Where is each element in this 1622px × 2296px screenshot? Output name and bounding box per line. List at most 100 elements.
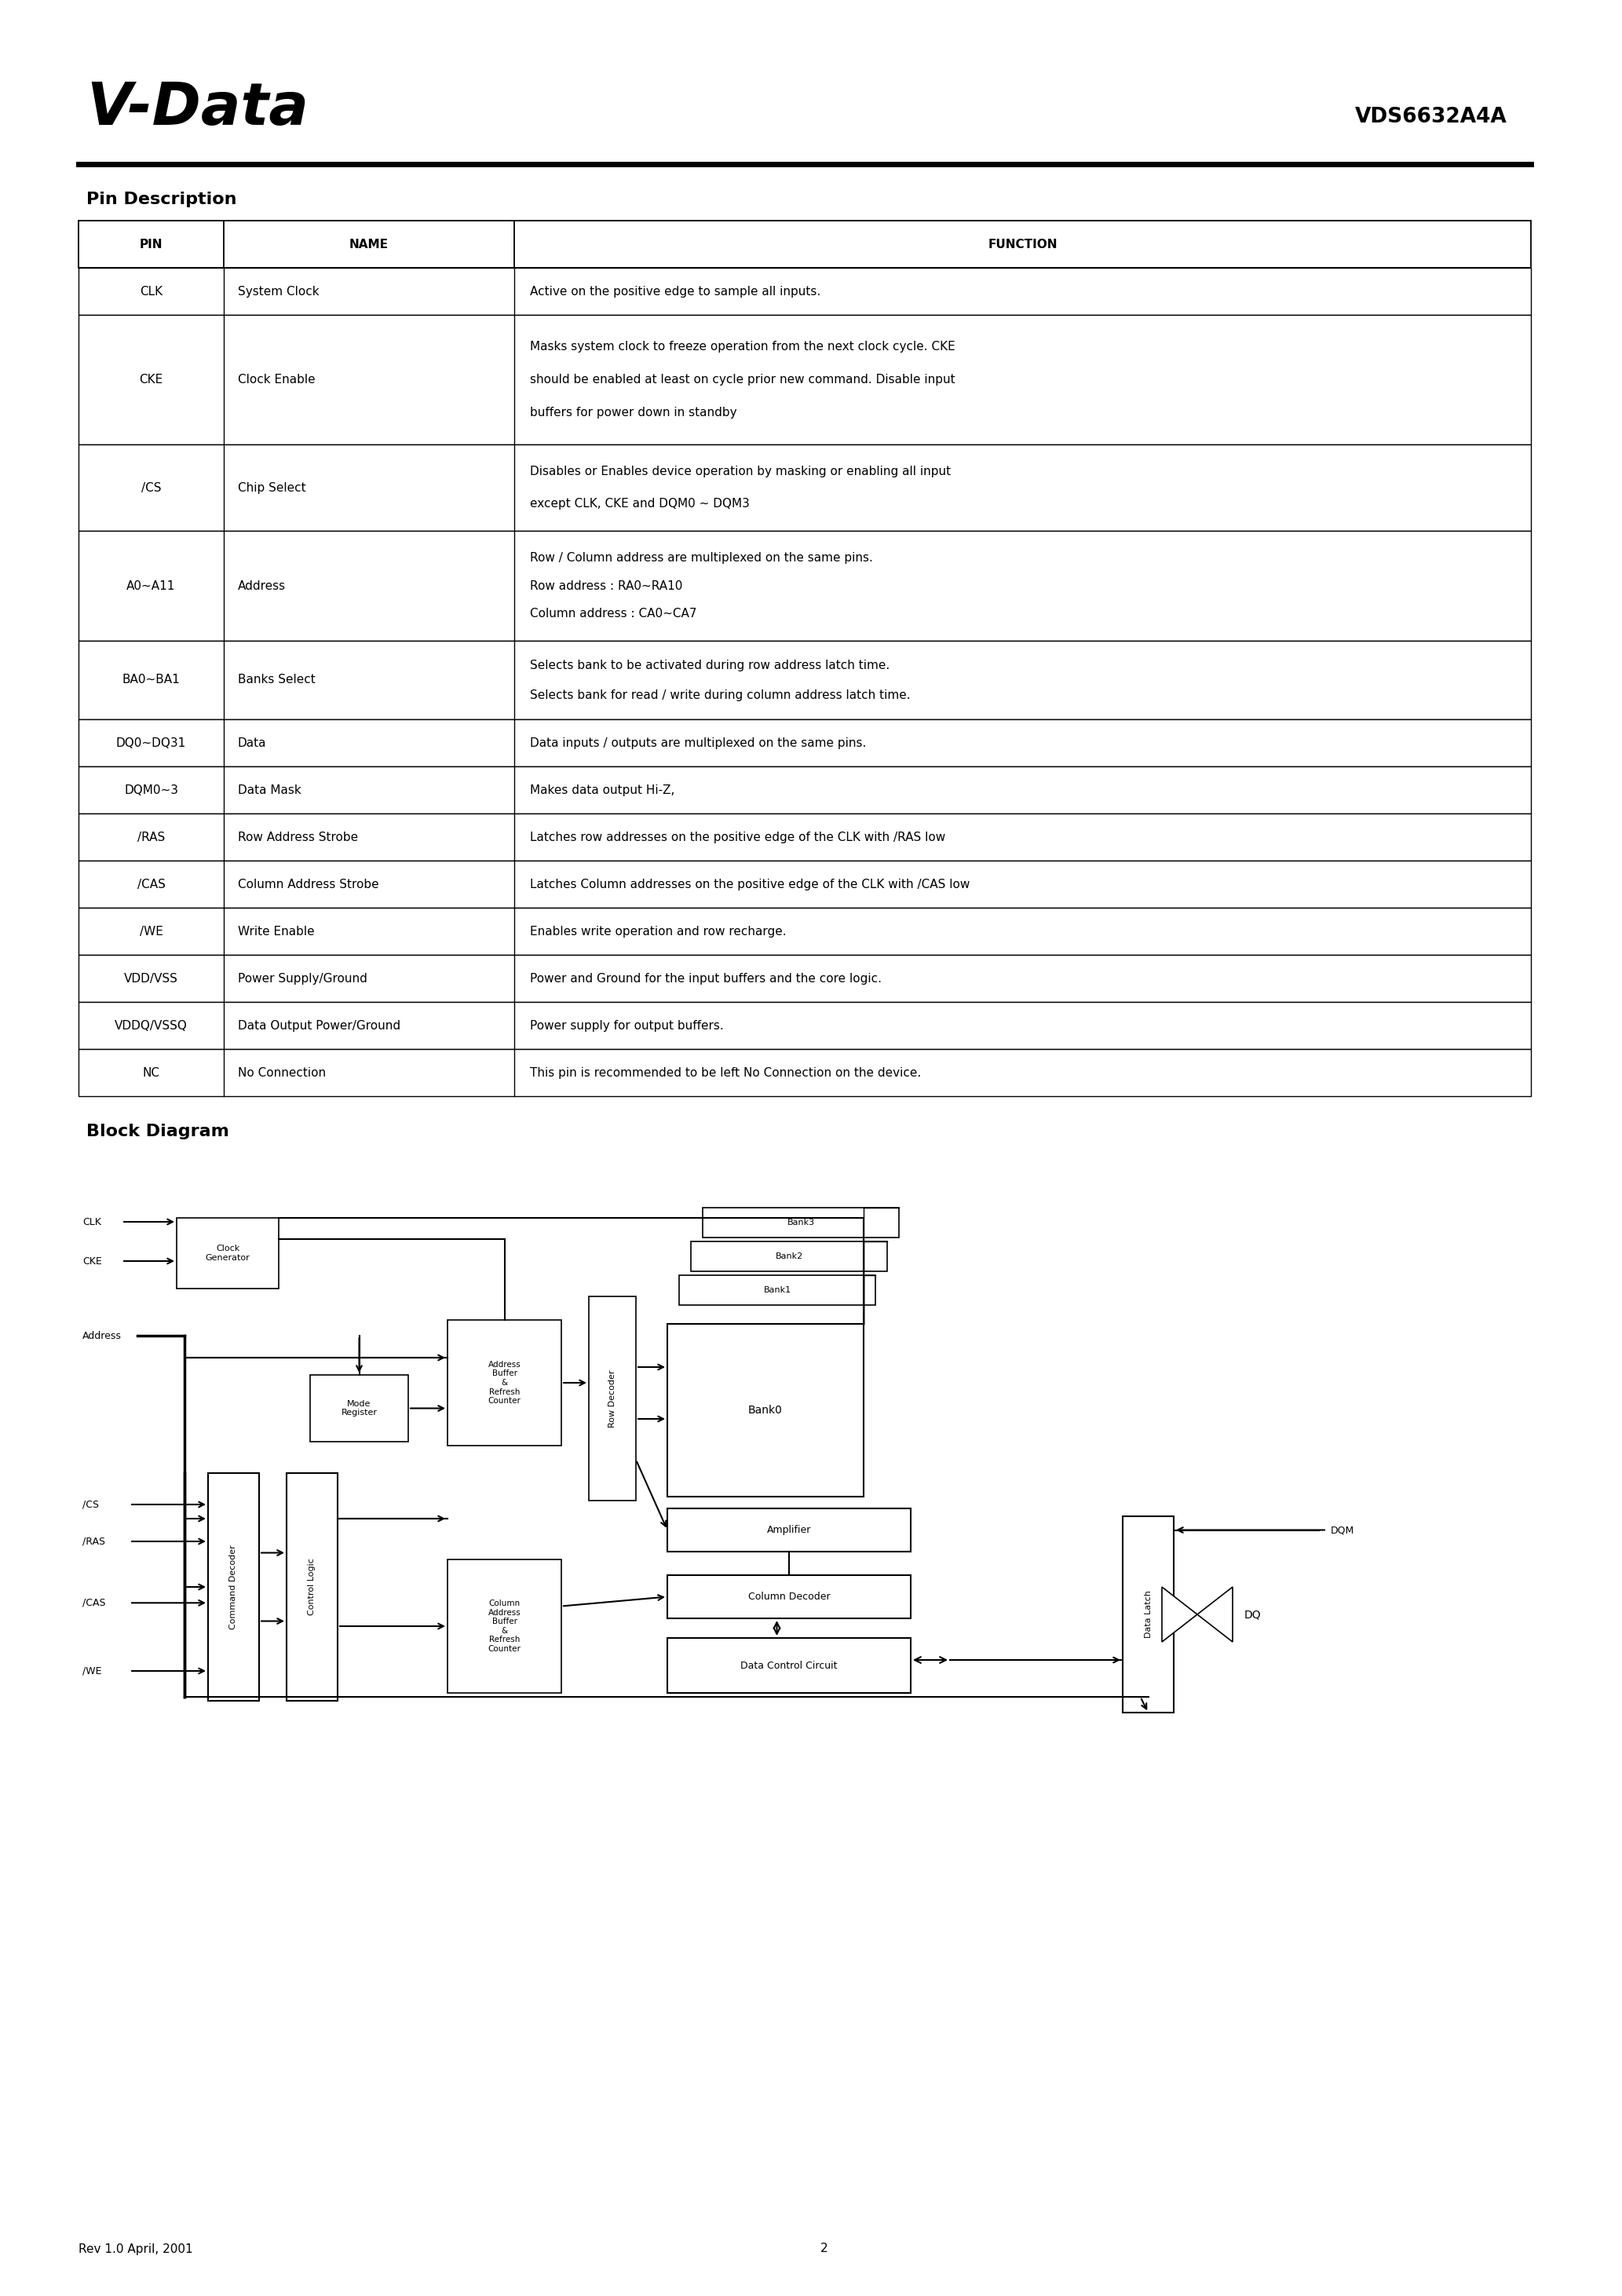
Bar	[78, 315, 1531, 445]
Bar	[589, 1297, 636, 1502]
Text: Selects bank to be activated during row address latch time.: Selects bank to be activated during row …	[530, 659, 890, 670]
Text: Amplifier: Amplifier	[767, 1525, 811, 1536]
Text: Active on the positive edge to sample all inputs.: Active on the positive edge to sample al…	[530, 285, 821, 296]
Bar	[448, 1559, 561, 1692]
Bar	[78, 861, 1531, 907]
Text: /CS: /CS	[141, 482, 161, 494]
Text: Data Mask: Data Mask	[238, 783, 302, 797]
Text: Power Supply/Ground: Power Supply/Ground	[238, 974, 367, 985]
Text: CKE: CKE	[83, 1256, 102, 1265]
Text: DQ: DQ	[1244, 1609, 1262, 1621]
Text: Write Enable: Write Enable	[238, 925, 315, 937]
Text: /CAS: /CAS	[83, 1598, 105, 1607]
Text: buffers for power down in standby: buffers for power down in standby	[530, 406, 736, 418]
Text: CKE: CKE	[139, 374, 162, 386]
Bar	[1122, 1515, 1174, 1713]
Bar	[177, 1217, 279, 1288]
Text: Column Address Strobe: Column Address Strobe	[238, 879, 380, 891]
Text: V-Data: V-Data	[86, 80, 308, 138]
Bar	[78, 767, 1531, 813]
Text: Latches Column addresses on the positive edge of the CLK with /CAS low: Latches Column addresses on the positive…	[530, 879, 970, 891]
Bar	[691, 1242, 887, 1272]
Bar	[78, 907, 1531, 955]
Text: Address
Buffer
&
Refresh
Counter: Address Buffer & Refresh Counter	[488, 1362, 521, 1405]
Text: Command Decoder: Command Decoder	[230, 1545, 237, 1630]
Text: DQ0~DQ31: DQ0~DQ31	[117, 737, 187, 748]
Text: /WE: /WE	[139, 925, 162, 937]
Text: Selects bank for read / write during column address latch time.: Selects bank for read / write during col…	[530, 689, 910, 700]
Text: 2: 2	[821, 2243, 829, 2255]
Text: Data inputs / outputs are multiplexed on the same pins.: Data inputs / outputs are multiplexed on…	[530, 737, 866, 748]
Text: Power supply for output buffers.: Power supply for output buffers.	[530, 1019, 723, 1031]
Bar	[667, 1508, 910, 1552]
Text: Data: Data	[238, 737, 266, 748]
Text: Bank1: Bank1	[764, 1286, 792, 1295]
Text: DQM0~3: DQM0~3	[123, 783, 178, 797]
Text: DQM: DQM	[1330, 1525, 1354, 1536]
Text: FUNCTION: FUNCTION	[988, 239, 1058, 250]
Polygon shape	[1197, 1587, 1233, 1642]
Text: Column
Address
Buffer
&
Refresh
Counter: Column Address Buffer & Refresh Counter	[488, 1600, 521, 1653]
Bar	[78, 641, 1531, 719]
Text: Latches row addresses on the positive edge of the CLK with /RAS low: Latches row addresses on the positive ed…	[530, 831, 946, 843]
Text: Masks system clock to freeze operation from the next clock cycle. CKE: Masks system clock to freeze operation f…	[530, 340, 955, 354]
Polygon shape	[1161, 1587, 1197, 1642]
Text: Row / Column address are multiplexed on the same pins.: Row / Column address are multiplexed on …	[530, 551, 873, 565]
Text: Chip Select: Chip Select	[238, 482, 307, 494]
Text: except CLK, CKE and DQM0 ~ DQM3: except CLK, CKE and DQM0 ~ DQM3	[530, 498, 749, 510]
Bar	[680, 1274, 876, 1304]
Text: Clock
Generator: Clock Generator	[206, 1244, 250, 1263]
Text: A0~A11: A0~A11	[127, 581, 175, 592]
Bar	[78, 813, 1531, 861]
Text: This pin is recommended to be left No Connection on the device.: This pin is recommended to be left No Co…	[530, 1068, 921, 1079]
Text: Rev 1.0 April, 2001: Rev 1.0 April, 2001	[78, 2243, 193, 2255]
Text: Control Logic: Control Logic	[308, 1559, 316, 1616]
Text: /RAS: /RAS	[138, 831, 165, 843]
Text: /WE: /WE	[83, 1667, 102, 1676]
Text: BA0~BA1: BA0~BA1	[122, 675, 180, 687]
Bar	[78, 269, 1531, 315]
Text: VDD/VSS: VDD/VSS	[125, 974, 178, 985]
Text: Pin Description: Pin Description	[86, 191, 237, 207]
Text: CLK: CLK	[139, 285, 162, 296]
Text: Banks Select: Banks Select	[238, 675, 315, 687]
Text: NC: NC	[143, 1068, 159, 1079]
Bar	[667, 1637, 910, 1692]
Text: Column Decoder: Column Decoder	[748, 1591, 830, 1603]
Bar	[667, 1325, 863, 1497]
Bar	[78, 719, 1531, 767]
Bar	[78, 445, 1531, 530]
Text: Power and Ground for the input buffers and the core logic.: Power and Ground for the input buffers a…	[530, 974, 882, 985]
Text: /RAS: /RAS	[83, 1536, 105, 1548]
Bar	[78, 220, 1531, 269]
Text: Row Decoder: Row Decoder	[608, 1371, 616, 1428]
Text: Bank2: Bank2	[775, 1251, 803, 1261]
Bar	[702, 1208, 899, 1238]
Text: Data Control Circuit: Data Control Circuit	[741, 1660, 837, 1671]
Text: /CS: /CS	[83, 1499, 99, 1508]
Text: Column address : CA0~CA7: Column address : CA0~CA7	[530, 608, 697, 620]
Text: Data Latch: Data Latch	[1144, 1591, 1152, 1639]
Bar	[78, 530, 1531, 641]
Text: VDS6632A4A: VDS6632A4A	[1356, 108, 1507, 126]
Text: Address: Address	[238, 581, 285, 592]
Text: Bank0: Bank0	[748, 1405, 783, 1417]
Text: Data Output Power/Ground: Data Output Power/Ground	[238, 1019, 401, 1031]
Bar	[78, 1049, 1531, 1095]
Text: System Clock: System Clock	[238, 285, 320, 296]
Text: CLK: CLK	[83, 1217, 101, 1226]
Text: Enables write operation and row recharge.: Enables write operation and row recharge…	[530, 925, 787, 937]
Bar	[78, 1001, 1531, 1049]
Text: should be enabled at least on cycle prior new command. Disable input: should be enabled at least on cycle prio…	[530, 374, 955, 386]
Bar	[78, 955, 1531, 1001]
Text: Row Address Strobe: Row Address Strobe	[238, 831, 358, 843]
Text: PIN: PIN	[139, 239, 162, 250]
Bar	[667, 1575, 910, 1619]
Text: Bank3: Bank3	[787, 1219, 814, 1226]
Text: No Connection: No Connection	[238, 1068, 326, 1079]
Text: Address: Address	[83, 1332, 122, 1341]
Text: Row address : RA0~RA10: Row address : RA0~RA10	[530, 581, 683, 592]
Text: Mode
Register: Mode Register	[341, 1401, 378, 1417]
Bar	[287, 1474, 337, 1701]
Text: /CAS: /CAS	[136, 879, 165, 891]
